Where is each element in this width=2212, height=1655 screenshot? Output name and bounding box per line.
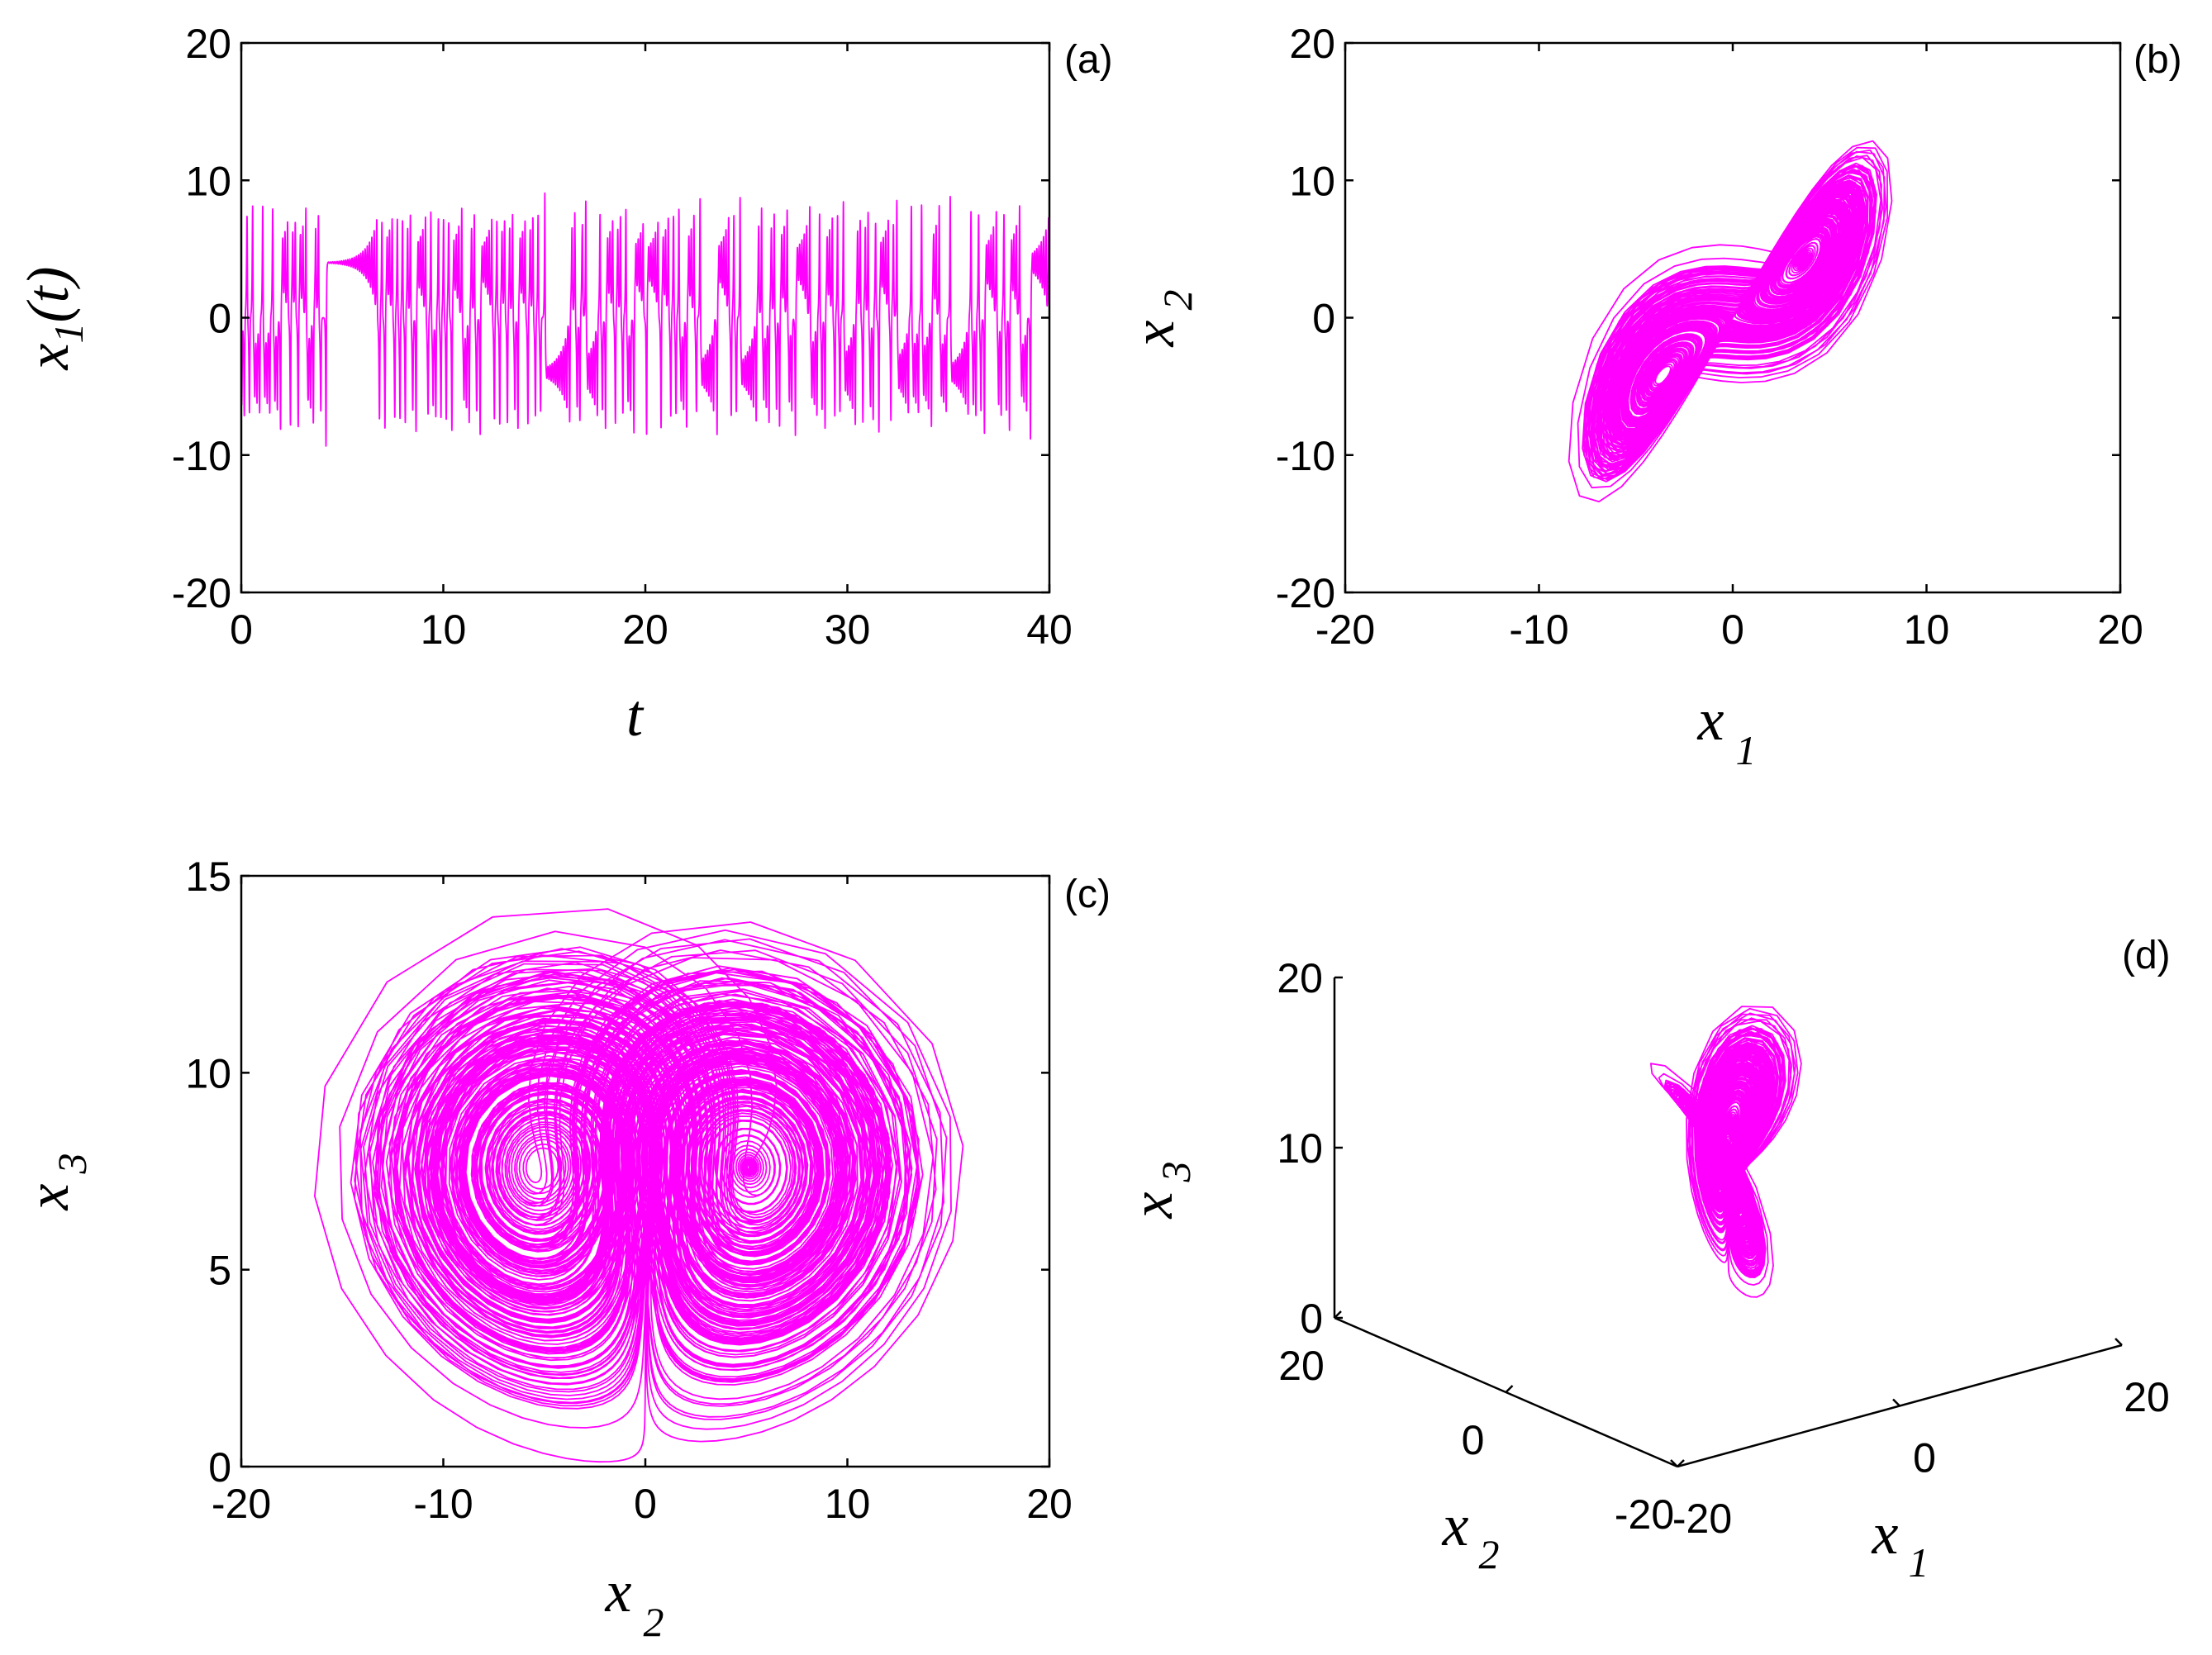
panel-d-xlabel-main: x [1872, 1500, 1899, 1567]
panel-b-xtick-label: 20 [2097, 606, 2143, 653]
svg-text:x3: x3 [15, 1153, 95, 1211]
panel-d-x3-tick-label: 10 [1277, 1125, 1323, 1172]
panel-d-x2-tick-label: 0 [1462, 1417, 1485, 1463]
panel-b-ticks: -20 -10 0 10 20 -20 -10 0 10 20 [1276, 21, 2143, 653]
panel-a-xlabel: t [626, 682, 645, 749]
panel-d-x1-tick [1670, 1459, 1678, 1467]
panel-b-series [1567, 140, 1893, 502]
panel-c-ylabel-sub: 3 [49, 1153, 95, 1175]
panel-a-ticks: 0 10 20 30 40 -20 -10 0 10 20 [172, 21, 1073, 653]
panel-d-series [1650, 1006, 1802, 1298]
panel-b-xtick-label: -20 [1315, 606, 1375, 653]
panel-b-label: (b) [2134, 38, 2182, 82]
panel-b-xtick-label: 10 [1904, 606, 1950, 653]
panel-a-ytick-label: 10 [185, 158, 231, 204]
panel-d-x2-tick-label: -20 [1615, 1491, 1674, 1538]
panel-b-ylabel-main: x [1120, 320, 1187, 347]
panel-c-ylabel: x3 [15, 1153, 95, 1211]
panel-a-ytick-label: -20 [172, 570, 231, 616]
panel-c-series [314, 908, 964, 1463]
panel-c-ytick-label: 0 [208, 1444, 231, 1491]
panel-b-ytick-label: -10 [1276, 433, 1335, 479]
panel-d-x1-tick-label: 0 [1913, 1435, 1936, 1481]
panel-c-xtick-label: 20 [1026, 1481, 1073, 1527]
panel-b-ytick-label: -20 [1276, 570, 1335, 616]
panel-d-x2-tick [1677, 1459, 1685, 1467]
panel-d-zlabel: x3 [1119, 1162, 1199, 1220]
panel-c-xtick-label: 0 [634, 1481, 657, 1527]
panel-a-ylabel-main: x [15, 343, 81, 370]
panel-d-xlabel-sub: 1 [1908, 1539, 1929, 1586]
panel-a-ytick-label: 0 [208, 296, 231, 342]
panel-b-series-line [1567, 140, 1893, 502]
panel-d-ylabel-main: x [1442, 1492, 1469, 1558]
panel-d-label: (d) [2122, 934, 2171, 977]
panel-d-series-line [1650, 1006, 1802, 1298]
panel-a-ytick-label: -10 [172, 433, 231, 479]
panel-d-x1-tick [1892, 1398, 1900, 1407]
panel-c-xlabel-sub: 2 [643, 1599, 664, 1645]
panel-d-x3-tick-label: 20 [1277, 955, 1323, 1001]
panel-c-ytick-label: 15 [185, 854, 231, 900]
panel-d-x1-tick-label: 20 [2124, 1374, 2170, 1420]
panel-c-series-line [314, 908, 964, 1463]
panel-d-x1-tick-label: -20 [1672, 1496, 1732, 1542]
panel-d-zlabel-sub: 3 [1153, 1162, 1199, 1183]
panel-c-ytick-label: 5 [208, 1248, 231, 1294]
panel-b-xtick-label: -10 [1509, 606, 1568, 653]
panel-c-xlabel-main: x [605, 1558, 632, 1624]
panel-d-ylabel-sub: 2 [1478, 1531, 1499, 1577]
panel-d-x3-tick-label: 0 [1300, 1296, 1323, 1342]
panel-b-ylabel-sub: 2 [1154, 290, 1201, 311]
panel-b-xlabel-main: x [1697, 687, 1724, 753]
panel-d-x2-tick [1334, 1310, 1342, 1319]
panel-c-label: (c) [1064, 873, 1111, 916]
panel-a-ylabel: x1(t) [15, 267, 92, 371]
panel-b-ytick-label: 20 [1289, 21, 1335, 67]
panel-a-ylabel-suffix: (t) [15, 267, 81, 323]
panel-c-ticks: -20 -10 0 10 20 0 5 10 15 [185, 854, 1072, 1527]
panel-c-xtick-label: 10 [825, 1481, 871, 1527]
panel-d-zlabel-main: x [1119, 1191, 1185, 1219]
panel-a-xtick-label: 20 [622, 606, 668, 653]
panel-a: 0 10 20 30 40 -20 -10 0 10 20 (a) t x1(t) [15, 21, 1113, 749]
panel-d-x1-tick [2114, 1338, 2123, 1346]
panel-b-ylabel: x2 [1120, 290, 1201, 348]
panel-c-ytick-label: 10 [185, 1050, 231, 1096]
svg-text:x1(t): x1(t) [15, 267, 92, 371]
panel-a-ylabel-sub: 1 [45, 323, 92, 344]
panel-a-label: (a) [1064, 38, 1113, 82]
panel-d-x2-tick [1505, 1385, 1514, 1393]
panel-b-ytick-label: 0 [1312, 296, 1335, 342]
svg-text:x3: x3 [1119, 1162, 1199, 1220]
panel-b-xtick-label: 0 [1721, 606, 1744, 653]
panel-d-x2-tick-label: 20 [1278, 1343, 1325, 1389]
panel-b-xlabel-sub: 1 [1735, 727, 1756, 773]
panel-a-series-line [240, 192, 1050, 447]
panel-a-xtick-label: 30 [825, 606, 871, 653]
panel-a-ytick-label: 20 [185, 21, 231, 67]
panel-a-xtick-label: 10 [421, 606, 467, 653]
panel-c-xtick-label: -10 [413, 1481, 473, 1527]
panel-c-xtick-label: -20 [212, 1481, 271, 1527]
panel-a-xtick-label: 40 [1026, 606, 1073, 653]
panel-a-series [240, 192, 1050, 447]
panel-b-ytick-label: 10 [1289, 158, 1335, 204]
svg-text:x2: x2 [1120, 290, 1201, 348]
panel-c-ylabel-main: x [15, 1183, 81, 1210]
panel-a-xtick-label: 0 [230, 606, 253, 653]
